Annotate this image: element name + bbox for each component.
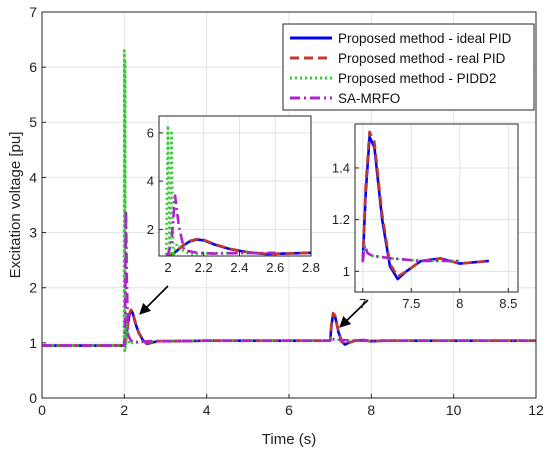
- main-series-group: [42, 49, 536, 355]
- legend-label-3: Proposed method - PIDD2: [338, 71, 496, 86]
- main-ytick-label: 2: [29, 280, 37, 296]
- x-axis-label: Time (s): [262, 431, 316, 448]
- plot-frame: [41, 11, 537, 399]
- inset-zoom-second-disturbance: 7 7.5 8 8.5 1 1.2 1.4: [332, 123, 519, 311]
- inset2-ytick-label: 1: [343, 264, 350, 279]
- main-xtick-label: 6: [285, 402, 293, 418]
- inset1-ytick-label: 4: [147, 174, 154, 189]
- x-tick-labels: 0 2 4 6 8 10 12: [38, 402, 544, 418]
- legend-label-1: Proposed method - ideal PID: [338, 31, 512, 46]
- inset1-ytick-label: 2: [147, 222, 154, 237]
- inset1-ytick-label: 6: [147, 125, 154, 140]
- inset-frame: [354, 123, 519, 293]
- y-axis-label: Excitation voltage [pu]: [7, 132, 24, 279]
- main-series-line-4: [42, 209, 536, 347]
- main-ytick-label: 3: [29, 224, 37, 240]
- legend: Proposed method - ideal PID Proposed meth…: [282, 23, 535, 111]
- inset-background: [355, 124, 518, 292]
- main-ytick-label: 7: [29, 4, 37, 20]
- main-xtick-label: 4: [203, 402, 211, 418]
- inset1-xtick-label: 2.2: [195, 260, 213, 275]
- inset-zoom-first-disturbance: 2 2.2 2.4 2.6 2.8 2 4 6: [147, 115, 320, 275]
- main-xtick-label: 10: [446, 402, 462, 418]
- inset2-xtick-label: 7: [359, 296, 366, 311]
- main-ytick-label: 6: [29, 59, 37, 75]
- main-ytick-label: 4: [29, 169, 37, 185]
- legend-label-2: Proposed method - real PID: [338, 51, 506, 66]
- inset-series-group: [361, 130, 490, 281]
- inset-series-group: [164, 124, 311, 256]
- inset-x-tick-labels: 7 7.5 8 8.5: [359, 296, 517, 311]
- main-xtick-label: 8: [367, 402, 375, 418]
- inset-arrow-first: [139, 285, 169, 315]
- inset2-ytick-label: 1.2: [332, 212, 350, 227]
- inset1-xtick-label: 2.6: [266, 260, 284, 275]
- inset-arrow-second: [339, 299, 369, 328]
- inset2-xtick-label: 8: [456, 296, 463, 311]
- inset-x-tick-labels: 2 2.2 2.4 2.6 2.8: [164, 260, 320, 275]
- main-xtick-label: 12: [528, 402, 544, 418]
- main-ytick-label: 0: [29, 390, 37, 406]
- inset-y-tick-labels: 2 4 6: [147, 125, 154, 237]
- main-ytick-label: 1: [29, 335, 37, 351]
- main-ytick-label: 5: [29, 114, 37, 130]
- inset-frame: [158, 115, 312, 257]
- inset-y-tick-labels: 1 1.2 1.4: [332, 160, 350, 278]
- y-tick-labels: 0 1 2 3 4 5 6 7: [29, 4, 37, 406]
- main-xtick-label: 0: [38, 402, 46, 418]
- inset2-series-line-2: [361, 130, 490, 278]
- inset1-xtick-label: 2.4: [230, 260, 248, 275]
- inset1-xtick-label: 2: [164, 260, 171, 275]
- inset2-series-line-4: [361, 244, 460, 263]
- inset1-xtick-label: 2.8: [302, 260, 320, 275]
- inset2-xtick-label: 8.5: [499, 296, 517, 311]
- inset2-ytick-label: 1.4: [332, 160, 350, 175]
- legend-label-4: SA-MRFO: [338, 91, 400, 106]
- main-xtick-label: 2: [120, 402, 128, 418]
- inset2-xtick-label: 7.5: [402, 296, 420, 311]
- inset-background: [159, 116, 311, 256]
- inset1-series-line-4: [166, 194, 276, 256]
- inset1-series-line-3: [164, 124, 258, 256]
